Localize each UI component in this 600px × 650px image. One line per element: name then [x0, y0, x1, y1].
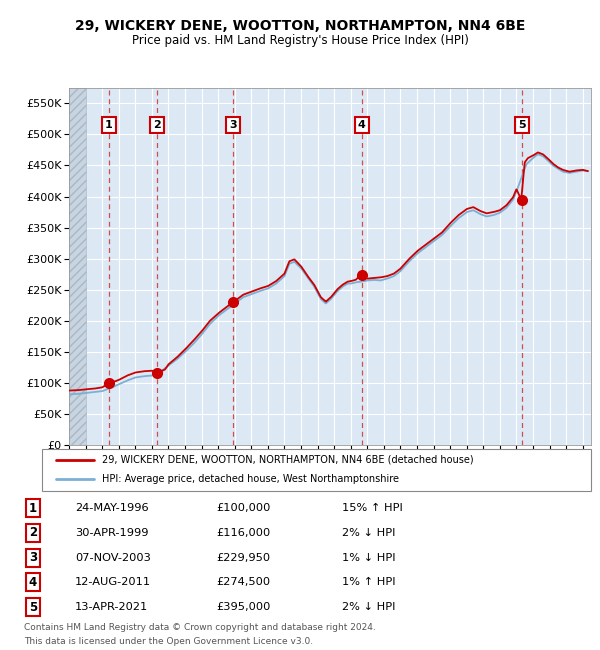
Text: 5: 5 — [29, 601, 37, 614]
Text: 1% ↓ HPI: 1% ↓ HPI — [342, 552, 395, 563]
Bar — [69, 88, 86, 445]
Text: £395,000: £395,000 — [216, 602, 271, 612]
Text: 29, WICKERY DENE, WOOTTON, NORTHAMPTON, NN4 6BE: 29, WICKERY DENE, WOOTTON, NORTHAMPTON, … — [75, 20, 525, 34]
Text: 3: 3 — [230, 120, 237, 130]
Text: 1: 1 — [105, 120, 113, 130]
Text: 5: 5 — [518, 120, 526, 130]
Text: 2% ↓ HPI: 2% ↓ HPI — [342, 528, 395, 538]
Text: 2% ↓ HPI: 2% ↓ HPI — [342, 602, 395, 612]
Text: 2: 2 — [29, 526, 37, 539]
Text: £116,000: £116,000 — [216, 528, 270, 538]
Text: 13-APR-2021: 13-APR-2021 — [75, 602, 148, 612]
Text: 07-NOV-2003: 07-NOV-2003 — [75, 552, 151, 563]
Text: 12-AUG-2011: 12-AUG-2011 — [75, 577, 151, 588]
FancyBboxPatch shape — [42, 448, 591, 491]
Text: Contains HM Land Registry data © Crown copyright and database right 2024.: Contains HM Land Registry data © Crown c… — [24, 623, 376, 632]
Text: Price paid vs. HM Land Registry's House Price Index (HPI): Price paid vs. HM Land Registry's House … — [131, 34, 469, 47]
Text: 30-APR-1999: 30-APR-1999 — [75, 528, 149, 538]
Text: 29, WICKERY DENE, WOOTTON, NORTHAMPTON, NN4 6BE (detached house): 29, WICKERY DENE, WOOTTON, NORTHAMPTON, … — [103, 455, 474, 465]
Text: 4: 4 — [29, 576, 37, 589]
Text: £274,500: £274,500 — [216, 577, 270, 588]
Text: HPI: Average price, detached house, West Northamptonshire: HPI: Average price, detached house, West… — [103, 474, 400, 484]
Text: This data is licensed under the Open Government Licence v3.0.: This data is licensed under the Open Gov… — [24, 637, 313, 646]
Text: 24-MAY-1996: 24-MAY-1996 — [75, 503, 149, 514]
Text: 4: 4 — [358, 120, 365, 130]
Text: £100,000: £100,000 — [216, 503, 271, 514]
Text: 2: 2 — [154, 120, 161, 130]
Text: 15% ↑ HPI: 15% ↑ HPI — [342, 503, 403, 514]
Text: 3: 3 — [29, 551, 37, 564]
Text: 1: 1 — [29, 502, 37, 515]
Text: 1% ↑ HPI: 1% ↑ HPI — [342, 577, 395, 588]
Text: £229,950: £229,950 — [216, 552, 270, 563]
